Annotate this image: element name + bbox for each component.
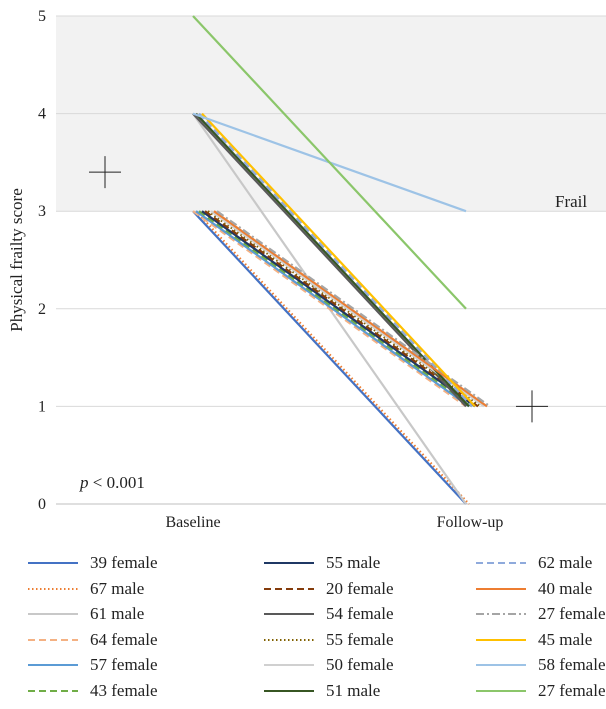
legend-item: 50 female [264,654,394,676]
legend-swatch [28,562,78,564]
legend-swatch [476,562,526,564]
series-line [195,210,470,505]
legend-item: 64 female [28,629,158,651]
legend-item: 45 male [476,629,592,651]
legend-label: 64 female [90,629,158,649]
y-tick-label: 5 [38,8,46,25]
legend-label: 57 female [90,655,158,674]
mean-markers [89,156,548,423]
series-line [213,210,488,408]
legend-label: 50 female [326,655,394,674]
legend-item: 40 male [476,578,592,600]
legend-label: 61 male [90,604,145,623]
series-line [192,210,467,408]
legend-swatch [476,613,526,615]
legend-swatch [28,587,78,590]
legend-item: 39 female [28,552,158,574]
series-lines [192,15,491,505]
legend-label: 20 female [326,578,394,598]
y-tick-label: 4 [38,106,46,123]
legend-label: 55 female [326,629,394,649]
y-tick-label: 0 [38,496,46,513]
legend-label: 62 male [538,553,593,572]
legend-swatch [476,664,526,666]
legend-swatch [28,664,78,666]
x-tick-label: Follow-up [437,514,504,531]
legend-label: 67 male [90,578,145,598]
mean-marker [516,390,548,423]
legend-item: 57 female [28,654,158,676]
series-line [204,210,479,408]
chart: 0 1 2 3 4 5 Baseline Follow-up Physical frailt… [7,8,606,531]
legend-label: 54 female [326,604,394,623]
x-axis-ticks: Baseline Follow-up [165,514,503,531]
legend-label: 51 male [326,680,381,700]
y-axis-label: Physical frailty score [7,188,26,332]
mean-marker [89,156,121,189]
legend-swatch [476,587,526,590]
legend-swatch [264,613,314,615]
legend-swatch [28,638,78,641]
legend-swatch [476,638,526,641]
legend-label: 45 male [538,629,593,649]
y-axis-ticks: 0 1 2 3 4 5 [38,8,46,513]
legend-swatch [264,587,314,590]
y-tick-label: 1 [38,398,46,415]
legend-item: 55 female [264,629,394,651]
legend-swatch [28,689,78,692]
series-line [192,210,467,505]
series-line [198,112,473,408]
legend-swatch [264,664,314,666]
series-line [201,112,476,408]
legend-item: 61 male [28,603,144,625]
legend-item: 55 male [264,552,380,574]
series-line [192,15,467,310]
legend-label: 43 female [90,680,158,700]
series-line [201,210,476,408]
legend-item: 27 female [476,603,606,625]
frail-region-label: Frail [555,192,587,211]
legend-label: 58 female [538,655,606,674]
legend-item: 54 female [264,603,394,625]
legend-item: 67 male [28,578,144,600]
legend-label: 39 female [90,553,158,572]
x-tick-label: Baseline [165,514,220,531]
legend: 39 female 67 male 61 male 64 female 57 femal… [28,552,606,707]
legend-swatch [28,613,78,615]
legend-label: 40 male [538,578,593,598]
y-tick-label: 2 [38,301,46,318]
y-tick-label: 3 [38,203,46,220]
legend-item: 58 female [476,654,606,676]
series-line [195,112,470,408]
legend-label: 27 female [538,604,606,623]
series-line [195,210,470,408]
legend-item: 20 female [264,578,394,600]
legend-item: 27 female [476,680,606,702]
series-line [198,210,473,408]
legend-label: 55 male [326,553,381,572]
legend-item: 51 male [264,680,380,702]
p-value-annotation: p < 0.001 [79,473,145,492]
legend-swatch [264,562,314,564]
legend-item: 62 male [476,552,592,574]
legend-swatch [264,689,314,692]
legend-label: 27 female [538,680,606,700]
legend-swatch [264,638,314,641]
legend-item: 43 female [28,680,158,702]
legend-swatch [476,689,526,692]
